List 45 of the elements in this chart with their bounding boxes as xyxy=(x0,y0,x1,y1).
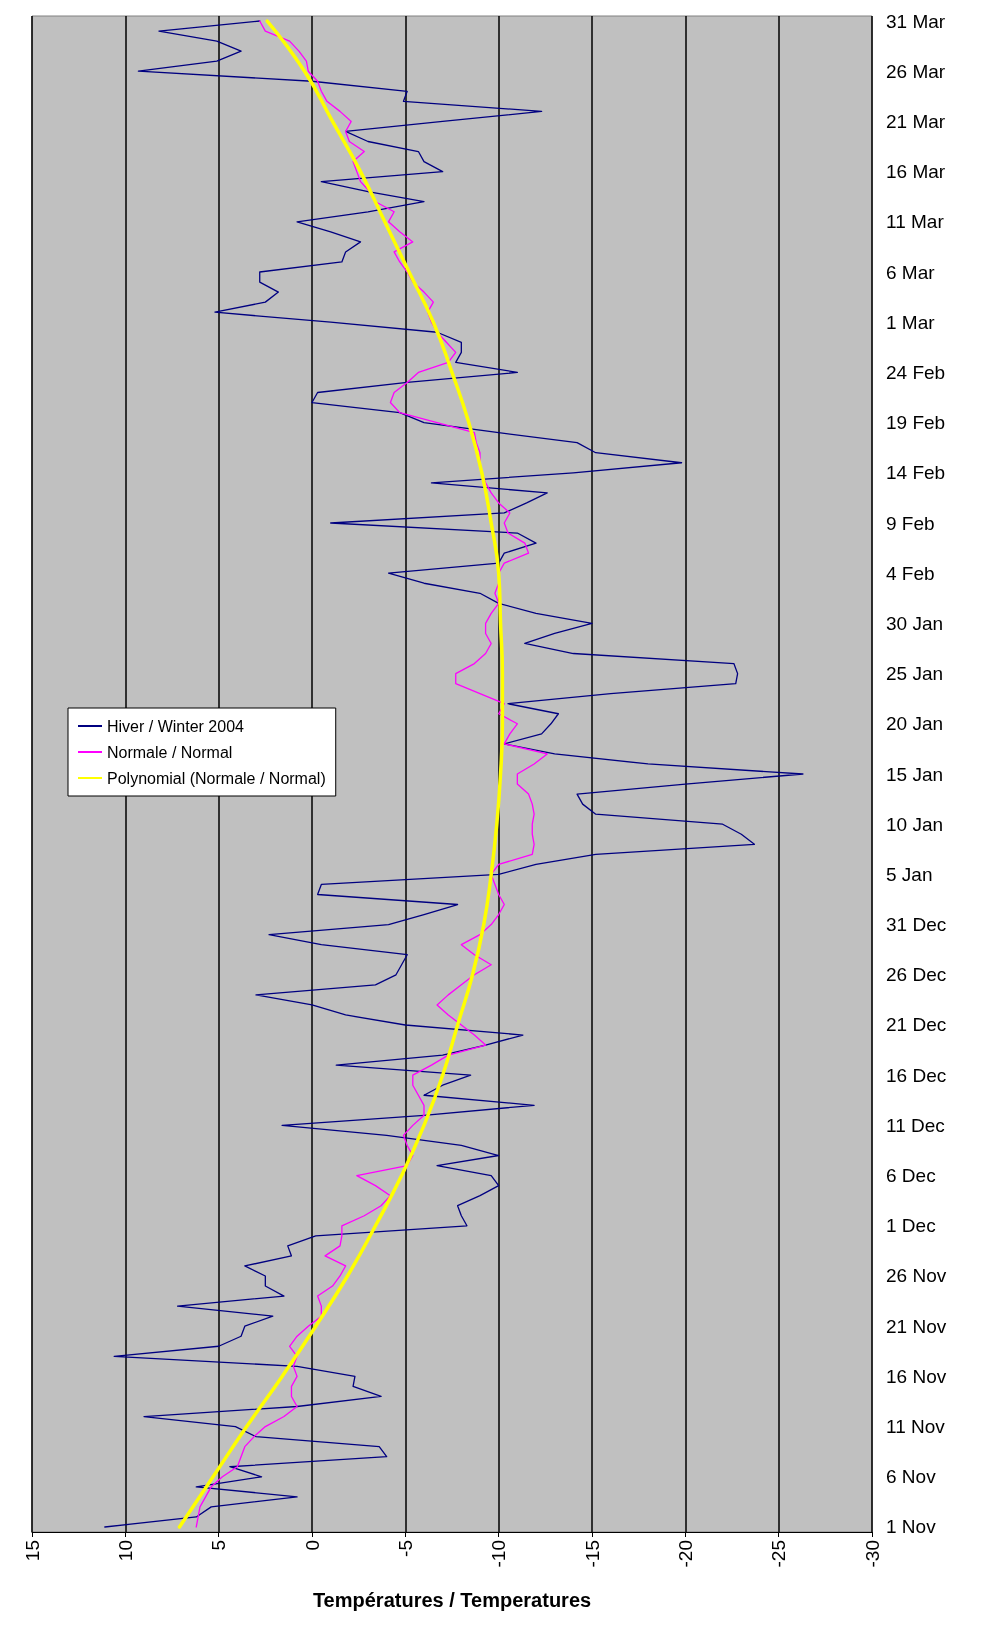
y-tick-label: 31 Dec xyxy=(886,914,947,936)
y-tick-label: 25 Jan xyxy=(886,663,944,685)
y-tick-label: 4 Feb xyxy=(886,562,935,584)
y-tick-label: 5 Jan xyxy=(886,863,933,885)
x-tick-label: -30 xyxy=(861,1540,883,1568)
y-tick-label: 11 Dec xyxy=(886,1114,945,1136)
y-tick-label: 26 Mar xyxy=(886,60,946,82)
x-tick-label: 0 xyxy=(301,1540,323,1551)
x-tick-label: 15 xyxy=(21,1540,43,1562)
y-tick-label: 6 Nov xyxy=(886,1466,937,1488)
x-tick-label: -20 xyxy=(674,1540,696,1568)
y-tick-label: 11 Mar xyxy=(886,211,945,233)
y-tick-label: 16 Mar xyxy=(886,161,946,183)
y-tick-label: 16 Dec xyxy=(886,1064,947,1086)
y-tick-label: 30 Jan xyxy=(886,612,944,634)
y-tick-label: 26 Dec xyxy=(886,964,947,986)
y-tick-label: 6 Dec xyxy=(886,1165,936,1187)
y-tick-label: 19 Feb xyxy=(886,412,946,434)
x-tick-label: 5 xyxy=(208,1540,230,1551)
y-tick-label: 21 Nov xyxy=(886,1315,947,1337)
x-tick-label: -15 xyxy=(581,1540,603,1568)
x-axis-title: Températures / Temperatures xyxy=(312,1589,592,1611)
y-tick-label: 24 Feb xyxy=(886,361,946,383)
y-tick-label: 21 Dec xyxy=(886,1014,947,1036)
y-tick-label: 10 Jan xyxy=(886,813,944,835)
x-tick-label: 10 xyxy=(114,1540,136,1562)
y-tick-label: 31 Mar xyxy=(886,10,946,32)
y-tick-label: 16 Nov xyxy=(886,1365,947,1387)
y-tick-label: 11 Nov xyxy=(886,1416,946,1438)
legend-label: Hiver / Winter 2004 xyxy=(107,717,245,735)
x-tick-label: -10 xyxy=(488,1540,510,1568)
y-tick-label: 15 Jan xyxy=(886,763,944,785)
y-tick-label: 14 Feb xyxy=(886,462,946,484)
y-tick-label: 6 Mar xyxy=(886,261,936,283)
y-tick-label: 1 Dec xyxy=(886,1215,936,1237)
y-tick-label: 26 Nov xyxy=(886,1265,947,1287)
legend-label: Normale / Normal xyxy=(107,743,233,761)
y-tick-label: 1 Nov xyxy=(886,1516,937,1538)
y-tick-label: 21 Mar xyxy=(886,110,946,132)
y-tick-label: 1 Mar xyxy=(886,311,936,333)
x-tick-label: -5 xyxy=(394,1540,416,1557)
legend-label: Polynomial (Normale / Normal) xyxy=(107,769,326,787)
y-tick-label: 9 Feb xyxy=(886,512,935,534)
y-tick-label: 20 Jan xyxy=(886,713,944,735)
x-tick-label: -25 xyxy=(768,1540,790,1568)
